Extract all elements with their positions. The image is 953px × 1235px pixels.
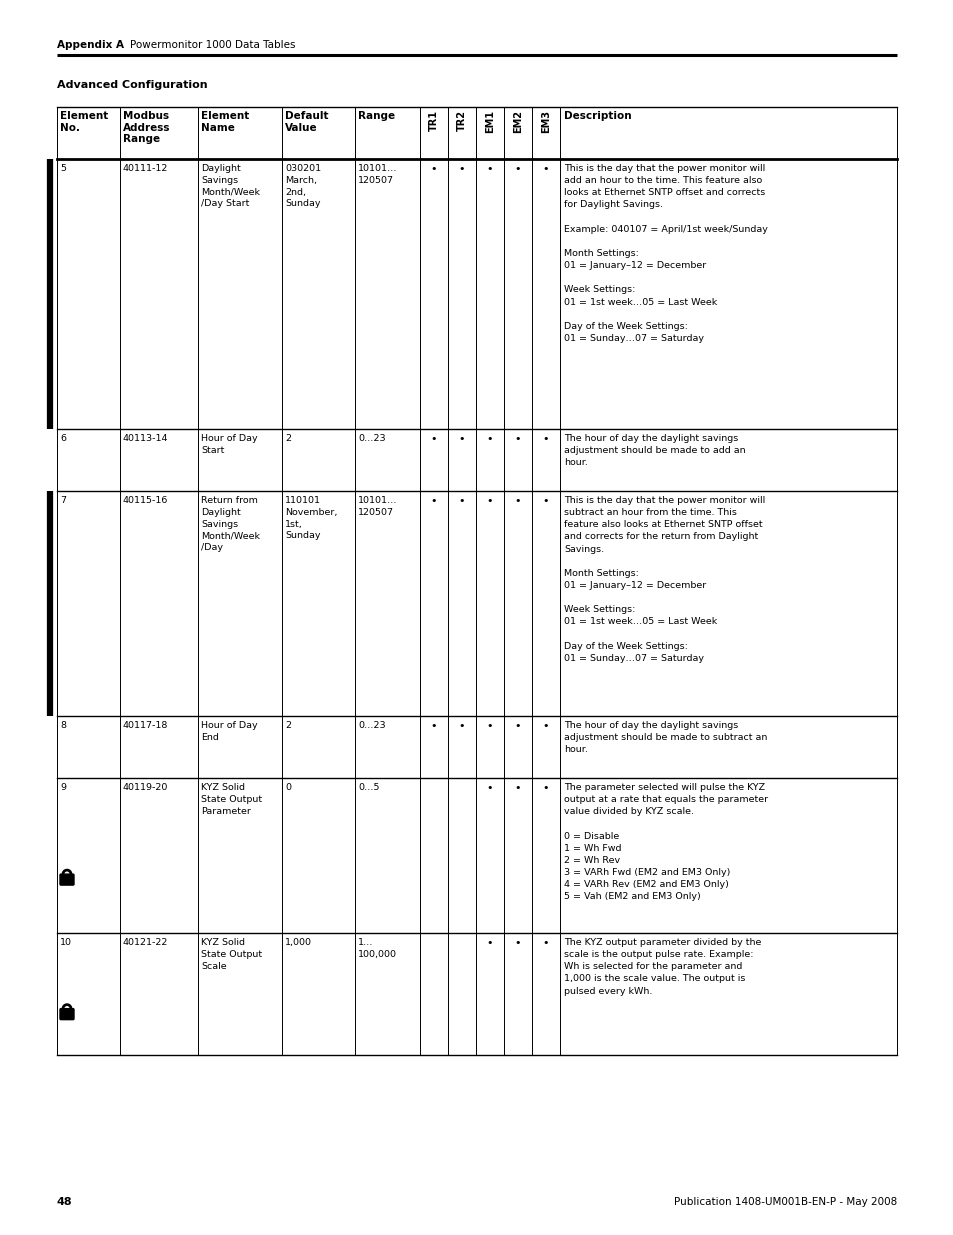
Text: •: • (542, 433, 549, 445)
Text: 40113-14: 40113-14 (123, 433, 169, 443)
Text: 40117-18: 40117-18 (123, 721, 168, 730)
Text: 110101
November,
1st,
Sunday: 110101 November, 1st, Sunday (285, 496, 337, 541)
Text: •: • (515, 721, 520, 731)
Text: •: • (458, 433, 465, 445)
Text: 10: 10 (60, 939, 71, 947)
Text: The parameter selected will pulse the KYZ
output at a rate that equals the param: The parameter selected will pulse the KY… (563, 783, 767, 902)
Text: •: • (431, 721, 436, 731)
Text: 10101…
120507: 10101… 120507 (357, 164, 397, 185)
Text: 1,000: 1,000 (285, 939, 312, 947)
Text: The hour of day the daylight savings
adjustment should be made to add an
hour.: The hour of day the daylight savings adj… (563, 433, 745, 467)
Text: •: • (542, 496, 549, 506)
Text: •: • (515, 939, 520, 948)
Text: •: • (486, 496, 493, 506)
Text: TR2: TR2 (456, 110, 467, 131)
Text: 8: 8 (60, 721, 66, 730)
Text: KYZ Solid
State Output
Parameter: KYZ Solid State Output Parameter (201, 783, 262, 815)
Text: Modbus
Address
Range: Modbus Address Range (123, 111, 171, 144)
Text: 5: 5 (60, 164, 66, 173)
Text: 40115-16: 40115-16 (123, 496, 168, 505)
Text: Element
Name: Element Name (201, 111, 249, 132)
Text: 40119-20: 40119-20 (123, 783, 168, 792)
Text: •: • (431, 496, 436, 506)
Text: •: • (515, 433, 520, 445)
Text: 0: 0 (285, 783, 291, 792)
Text: •: • (486, 783, 493, 793)
Text: 9: 9 (60, 783, 66, 792)
Text: The KYZ output parameter divided by the
scale is the output pulse rate. Example:: The KYZ output parameter divided by the … (563, 939, 760, 995)
Text: 1…
100,000: 1… 100,000 (357, 939, 396, 958)
Text: Powermonitor 1000 Data Tables: Powermonitor 1000 Data Tables (130, 40, 295, 49)
Text: EM1: EM1 (484, 110, 495, 133)
Text: •: • (431, 433, 436, 445)
Text: Range: Range (357, 111, 395, 121)
Text: Hour of Day
End: Hour of Day End (201, 721, 257, 742)
Text: •: • (515, 164, 520, 174)
Text: •: • (515, 496, 520, 506)
Text: TR1: TR1 (429, 110, 438, 131)
Text: 40121-22: 40121-22 (123, 939, 168, 947)
Text: •: • (431, 164, 436, 174)
Text: Daylight
Savings
Month/Week
/Day Start: Daylight Savings Month/Week /Day Start (201, 164, 260, 209)
Text: 2: 2 (285, 433, 291, 443)
Text: 10101…
120507: 10101… 120507 (357, 496, 397, 516)
Text: Return from
Daylight
Savings
Month/Week
/Day: Return from Daylight Savings Month/Week … (201, 496, 260, 552)
Text: Hour of Day
Start: Hour of Day Start (201, 433, 257, 454)
Text: This is the day that the power monitor will
subtract an hour from the time. This: This is the day that the power monitor w… (563, 496, 764, 663)
Text: Appendix A: Appendix A (57, 40, 124, 49)
Text: •: • (486, 721, 493, 731)
Text: 2: 2 (285, 721, 291, 730)
Text: Default
Value: Default Value (285, 111, 328, 132)
Text: 0…23: 0…23 (357, 721, 385, 730)
Text: Element
No.: Element No. (60, 111, 108, 132)
Text: 0…23: 0…23 (357, 433, 385, 443)
Text: This is the day that the power monitor will
add an hour to the time. This featur: This is the day that the power monitor w… (563, 164, 767, 343)
Text: Publication 1408-UM001B-EN-P - May 2008: Publication 1408-UM001B-EN-P - May 2008 (673, 1197, 896, 1207)
Text: •: • (486, 433, 493, 445)
Text: 40111-12: 40111-12 (123, 164, 168, 173)
Text: Description: Description (563, 111, 631, 121)
Text: The hour of day the daylight savings
adjustment should be made to subtract an
ho: The hour of day the daylight savings adj… (563, 721, 766, 755)
Text: 7: 7 (60, 496, 66, 505)
Text: •: • (542, 721, 549, 731)
Text: 0…5: 0…5 (357, 783, 379, 792)
Text: EM2: EM2 (513, 110, 522, 133)
Text: •: • (486, 939, 493, 948)
Text: •: • (542, 164, 549, 174)
Text: •: • (515, 783, 520, 793)
Text: •: • (486, 164, 493, 174)
Text: 6: 6 (60, 433, 66, 443)
FancyBboxPatch shape (60, 874, 74, 885)
Text: Advanced Configuration: Advanced Configuration (57, 80, 208, 90)
Text: •: • (458, 164, 465, 174)
Text: •: • (542, 939, 549, 948)
Text: •: • (458, 496, 465, 506)
Text: KYZ Solid
State Output
Scale: KYZ Solid State Output Scale (201, 939, 262, 971)
Text: 030201
March,
2nd,
Sunday: 030201 March, 2nd, Sunday (285, 164, 321, 209)
FancyBboxPatch shape (60, 1009, 74, 1020)
Text: •: • (458, 721, 465, 731)
Text: EM3: EM3 (540, 110, 551, 133)
Text: 48: 48 (57, 1197, 72, 1207)
Text: •: • (542, 783, 549, 793)
